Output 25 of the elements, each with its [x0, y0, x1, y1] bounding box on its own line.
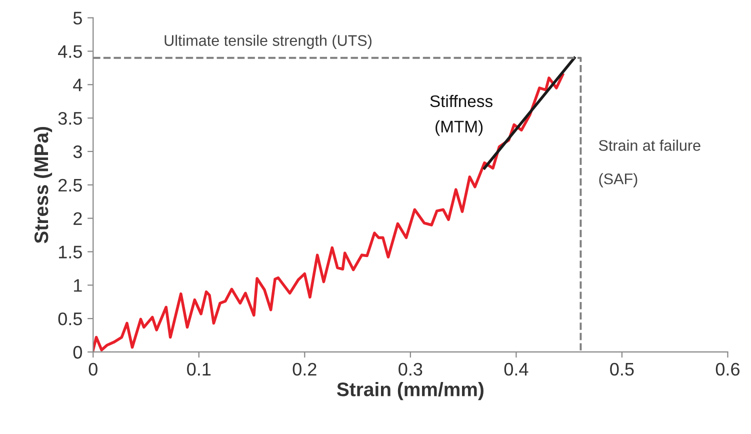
y-tick-label: 4	[73, 78, 82, 92]
y-tick-label: 5	[73, 12, 82, 25]
y-tick-label: 0.5	[58, 312, 82, 326]
y-tick-label: 3	[73, 145, 82, 158]
annotation: (MTM)	[436, 120, 483, 136]
y-tick-label: 1	[74, 279, 82, 292]
x-tick-label: 0.5	[610, 362, 634, 376]
y-tick-label: 0	[73, 346, 82, 359]
y-tick-label: 2	[74, 212, 82, 225]
y-axis-title: Stress (MPa)	[34, 126, 52, 244]
annotation: (SAF)	[599, 173, 638, 188]
x-tick-label: 0.4	[504, 362, 528, 376]
annotation: Ultimate tensile strength (UTS)	[164, 34, 372, 49]
annotation: Stiffness	[430, 94, 492, 108]
y-tick-label: 1.5	[58, 246, 82, 258]
x-tick-label: 0.2	[292, 362, 316, 376]
x-axis-title: Strain (mm/mm)	[336, 382, 484, 400]
x-tick-label: 0	[88, 362, 98, 376]
x-tick-label: 0.1	[187, 362, 211, 376]
y-tick-label: 4.5	[58, 45, 82, 58]
x-tick-label: 0.3	[398, 362, 422, 376]
annotation: Strain at failure	[598, 140, 700, 151]
y-tick-label: 3.5	[58, 112, 82, 125]
y-tick-label: 2.5	[58, 178, 82, 192]
x-tick-label: 0.6	[716, 362, 740, 376]
